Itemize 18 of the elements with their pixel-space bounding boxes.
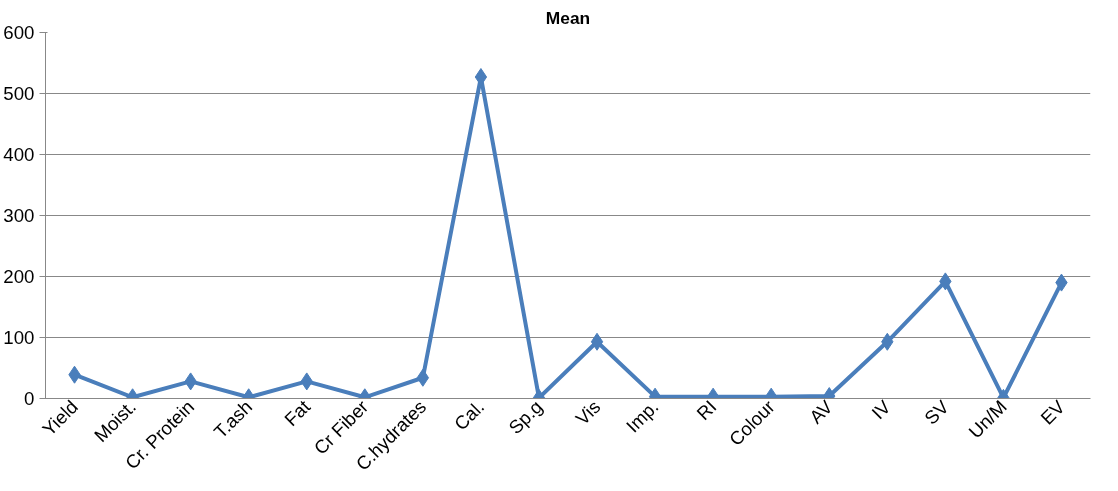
y-tick-label: 200 xyxy=(3,266,35,287)
x-tick-label: RI xyxy=(692,396,721,425)
x-tick-label: Fat xyxy=(280,395,315,430)
x-tick-label: AV xyxy=(805,395,838,428)
x-tick-label: Vis xyxy=(571,396,605,430)
x-tick-label: SV xyxy=(920,395,954,429)
x-tick-label: IV xyxy=(867,395,896,424)
y-tick-label: 400 xyxy=(3,144,35,165)
chart-title: Mean xyxy=(545,7,591,28)
y-tick-label: 500 xyxy=(3,83,35,104)
y-tick-label: 0 xyxy=(24,388,35,409)
y-tick-label: 300 xyxy=(3,205,35,226)
x-tick-label: Sp.g xyxy=(504,396,547,439)
x-tick-label: Cal. xyxy=(450,396,489,435)
x-tick-label: Imp. xyxy=(622,396,663,437)
y-tick-label: 600 xyxy=(3,22,35,43)
x-tick-label: EV xyxy=(1036,395,1070,429)
y-tick-label: 100 xyxy=(3,327,35,348)
